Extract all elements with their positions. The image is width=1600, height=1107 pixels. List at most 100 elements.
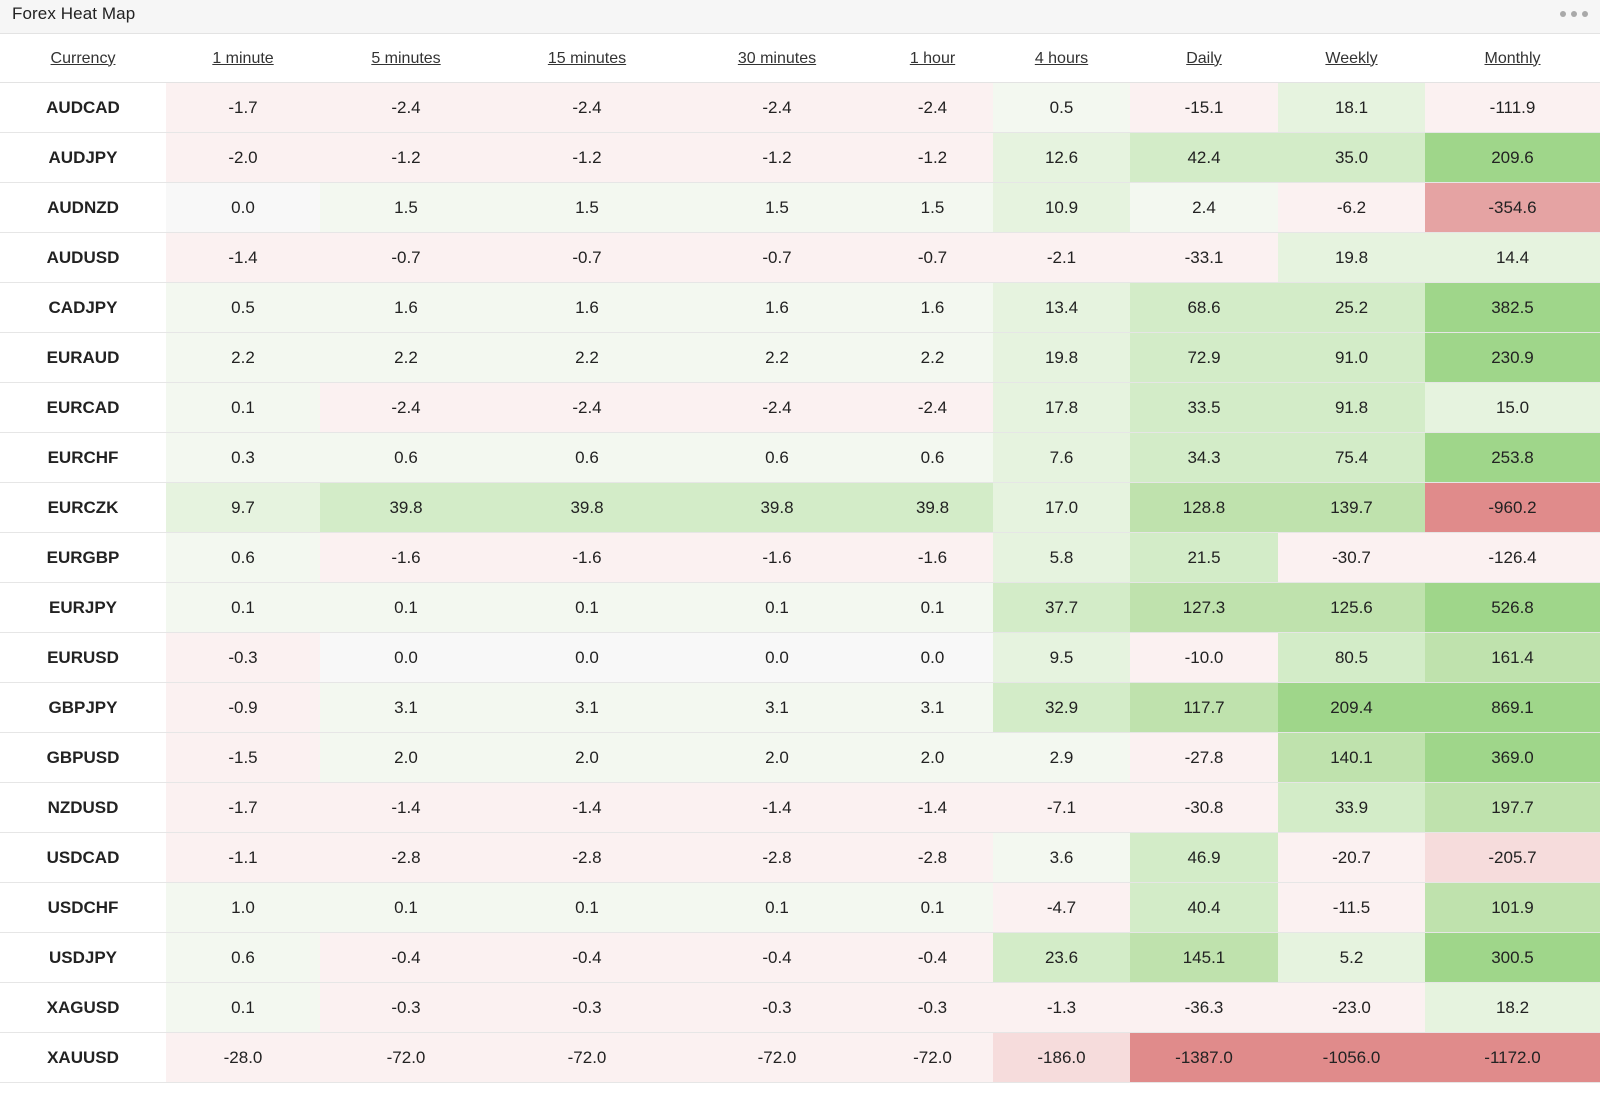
column-header[interactable]: 1 minute — [166, 35, 320, 83]
column-header-label[interactable]: 5 minutes — [371, 49, 441, 67]
heat-cell: -28.0 — [166, 1032, 320, 1083]
heat-cell: 35.0 — [1278, 132, 1425, 183]
heat-cell: 2.2 — [320, 332, 492, 383]
table-row[interactable]: EURAUD 2.2 2.2 2.2 2.2 2.2 19.8 72.9 91.0 230.9 — [0, 332, 1600, 383]
heat-cell: 230.9 — [1425, 332, 1600, 383]
table-row[interactable]: EURJPY 0.1 0.1 0.1 0.1 0.1 37.7 127.3 125.6 526.8 — [0, 582, 1600, 633]
currency-pair-cell[interactable]: EURGBP — [0, 532, 166, 583]
heat-cell: 0.0 — [492, 632, 682, 683]
currency-pair-cell[interactable]: AUDUSD — [0, 232, 166, 283]
heat-cell: -23.0 — [1278, 982, 1425, 1033]
currency-pair-cell[interactable]: EURUSD — [0, 632, 166, 683]
currency-pair-cell[interactable]: USDJPY — [0, 932, 166, 983]
column-header[interactable]: 4 hours — [993, 35, 1130, 83]
column-header[interactable]: 1 hour — [872, 35, 993, 83]
table-row[interactable]: NZDUSD -1.7 -1.4 -1.4 -1.4 -1.4 -7.1 -30.8 33.9 1… — [0, 782, 1600, 833]
heat-cell: 117.7 — [1130, 682, 1278, 733]
table-row[interactable]: USDJPY 0.6 -0.4 -0.4 -0.4 -0.4 23.6 145.1 5.2 300… — [0, 932, 1600, 983]
heat-cell: -1.2 — [872, 132, 993, 183]
column-header-label[interactable]: 1 hour — [909, 49, 956, 67]
column-header[interactable]: Weekly — [1278, 35, 1425, 83]
heat-cell: 0.1 — [682, 582, 872, 633]
currency-pair-cell[interactable]: CADJPY — [0, 282, 166, 333]
heat-cell: -0.3 — [166, 632, 320, 683]
table-row[interactable]: AUDUSD -1.4 -0.7 -0.7 -0.7 -0.7 -2.1 -33.1 19.8 1… — [0, 232, 1600, 283]
table-row[interactable]: EURCAD 0.1 -2.4 -2.4 -2.4 -2.4 17.8 33.5 91.8 15.… — [0, 382, 1600, 433]
heat-cell: -36.3 — [1130, 982, 1278, 1033]
heat-cell: 17.0 — [993, 482, 1130, 533]
table-row[interactable]: AUDJPY -2.0 -1.2 -1.2 -1.2 -1.2 12.6 42.4 35.0 20… — [0, 132, 1600, 183]
heat-cell: 23.6 — [993, 932, 1130, 983]
heat-cell: 18.1 — [1278, 82, 1425, 133]
column-header-label[interactable]: 1 minute — [212, 49, 274, 67]
heat-cell: 0.1 — [320, 582, 492, 633]
column-header[interactable]: 15 minutes — [492, 35, 682, 83]
currency-pair-cell[interactable]: GBPUSD — [0, 732, 166, 783]
column-header-label[interactable]: 4 hours — [1034, 49, 1089, 67]
table-row[interactable]: GBPJPY -0.9 3.1 3.1 3.1 3.1 32.9 117.7 209.4 869.… — [0, 682, 1600, 733]
column-header-label[interactable]: Monthly — [1484, 49, 1541, 67]
currency-pair-cell[interactable]: AUDNZD — [0, 182, 166, 233]
table-row[interactable]: XAGUSD 0.1 -0.3 -0.3 -0.3 -0.3 -1.3 -36.3 -23.0 1… — [0, 982, 1600, 1033]
heat-cell: 0.6 — [872, 432, 993, 483]
column-header-label[interactable]: 15 minutes — [547, 49, 627, 67]
currency-pair-cell[interactable]: XAGUSD — [0, 982, 166, 1033]
heat-cell: 9.7 — [166, 482, 320, 533]
heat-cell: 72.9 — [1130, 332, 1278, 383]
table-row[interactable]: EURGBP 0.6 -1.6 -1.6 -1.6 -1.6 5.8 21.5 -30.7 -12… — [0, 532, 1600, 583]
currency-pair-cell[interactable]: USDCHF — [0, 882, 166, 933]
column-header-label[interactable]: Currency — [50, 49, 116, 67]
table-row[interactable]: EURUSD -0.3 0.0 0.0 0.0 0.0 9.5 -10.0 80.5 161.4 — [0, 632, 1600, 683]
heat-cell: 21.5 — [1130, 532, 1278, 583]
heat-cell: -0.7 — [492, 232, 682, 283]
heat-cell: -15.1 — [1130, 82, 1278, 133]
currency-pair-cell[interactable]: EURCHF — [0, 432, 166, 483]
heat-cell: -2.4 — [492, 382, 682, 433]
column-header[interactable]: 30 minutes — [682, 35, 872, 83]
heat-cell: -0.7 — [682, 232, 872, 283]
heat-cell: 128.8 — [1130, 482, 1278, 533]
more-horizontal-icon[interactable] — [1560, 4, 1588, 24]
currency-pair-cell[interactable]: USDCAD — [0, 832, 166, 883]
currency-pair-cell[interactable]: AUDJPY — [0, 132, 166, 183]
heat-cell: 12.6 — [993, 132, 1130, 183]
table-row[interactable]: EURCHF 0.3 0.6 0.6 0.6 0.6 7.6 34.3 75.4 253.8 — [0, 432, 1600, 483]
heat-cell: 300.5 — [1425, 932, 1600, 983]
table-row[interactable]: EURCZK 9.7 39.8 39.8 39.8 39.8 17.0 128.8 139.7-… — [0, 482, 1600, 533]
column-header[interactable]: Monthly — [1425, 35, 1600, 83]
currency-pair-cell[interactable]: AUDCAD — [0, 82, 166, 133]
table-row[interactable]: USDCHF 1.0 0.1 0.1 0.1 0.1 -4.7 40.4 -11.5 101.9 — [0, 882, 1600, 933]
column-header[interactable]: Daily — [1130, 35, 1278, 83]
heat-cell: -2.4 — [682, 382, 872, 433]
currency-pair-cell[interactable]: EURAUD — [0, 332, 166, 383]
currency-pair-cell[interactable]: EURCZK — [0, 482, 166, 533]
table-row[interactable]: AUDCAD -1.7 -2.4 -2.4 -2.4 -2.4 0.5 -15.1 18.1 -1… — [0, 82, 1600, 133]
table-row[interactable]: USDCAD -1.1 -2.8 -2.8 -2.8 -2.8 3.6 46.9 -20.7 -2… — [0, 832, 1600, 883]
heat-cell: 42.4 — [1130, 132, 1278, 183]
currency-pair-cell[interactable]: XAUUSD — [0, 1032, 166, 1083]
heat-cell: -2.8 — [872, 832, 993, 883]
heat-cell: 2.0 — [872, 732, 993, 783]
column-header-label[interactable]: 30 minutes — [737, 49, 817, 67]
heat-cell: 0.6 — [166, 932, 320, 983]
table-row[interactable]: XAUUSD -28.0 -72.0 -72.0 -72.0 -72.0 -186.0 -13… — [0, 1032, 1600, 1083]
currency-pair-cell[interactable]: GBPJPY — [0, 682, 166, 733]
heat-cell: -2.4 — [320, 382, 492, 433]
heat-cell: -1.6 — [682, 532, 872, 583]
heat-cell: -0.4 — [492, 932, 682, 983]
heat-cell: 10.9 — [993, 182, 1130, 233]
table-row[interactable]: AUDNZD 0.0 1.5 1.5 1.5 1.5 10.9 2.4 -6.2 -354.6 — [0, 182, 1600, 233]
heat-cell: 0.1 — [166, 382, 320, 433]
column-header[interactable]: Currency — [0, 35, 166, 83]
column-header[interactable]: 5 minutes — [320, 35, 492, 83]
heat-cell: 0.6 — [492, 432, 682, 483]
column-header-label[interactable]: Daily — [1186, 49, 1222, 67]
column-header-label[interactable]: Weekly — [1325, 49, 1378, 67]
heat-cell: 32.9 — [993, 682, 1130, 733]
currency-pair-cell[interactable]: EURCAD — [0, 382, 166, 433]
currency-pair-cell[interactable]: NZDUSD — [0, 782, 166, 833]
heat-cell: 0.1 — [166, 582, 320, 633]
currency-pair-cell[interactable]: EURJPY — [0, 582, 166, 633]
table-row[interactable]: CADJPY 0.5 1.6 1.6 1.6 1.6 13.4 68.6 25.2 382.5 — [0, 282, 1600, 333]
table-row[interactable]: GBPUSD -1.5 2.0 2.0 2.0 2.0 2.9 -27.8 140.1 369.0 — [0, 732, 1600, 783]
